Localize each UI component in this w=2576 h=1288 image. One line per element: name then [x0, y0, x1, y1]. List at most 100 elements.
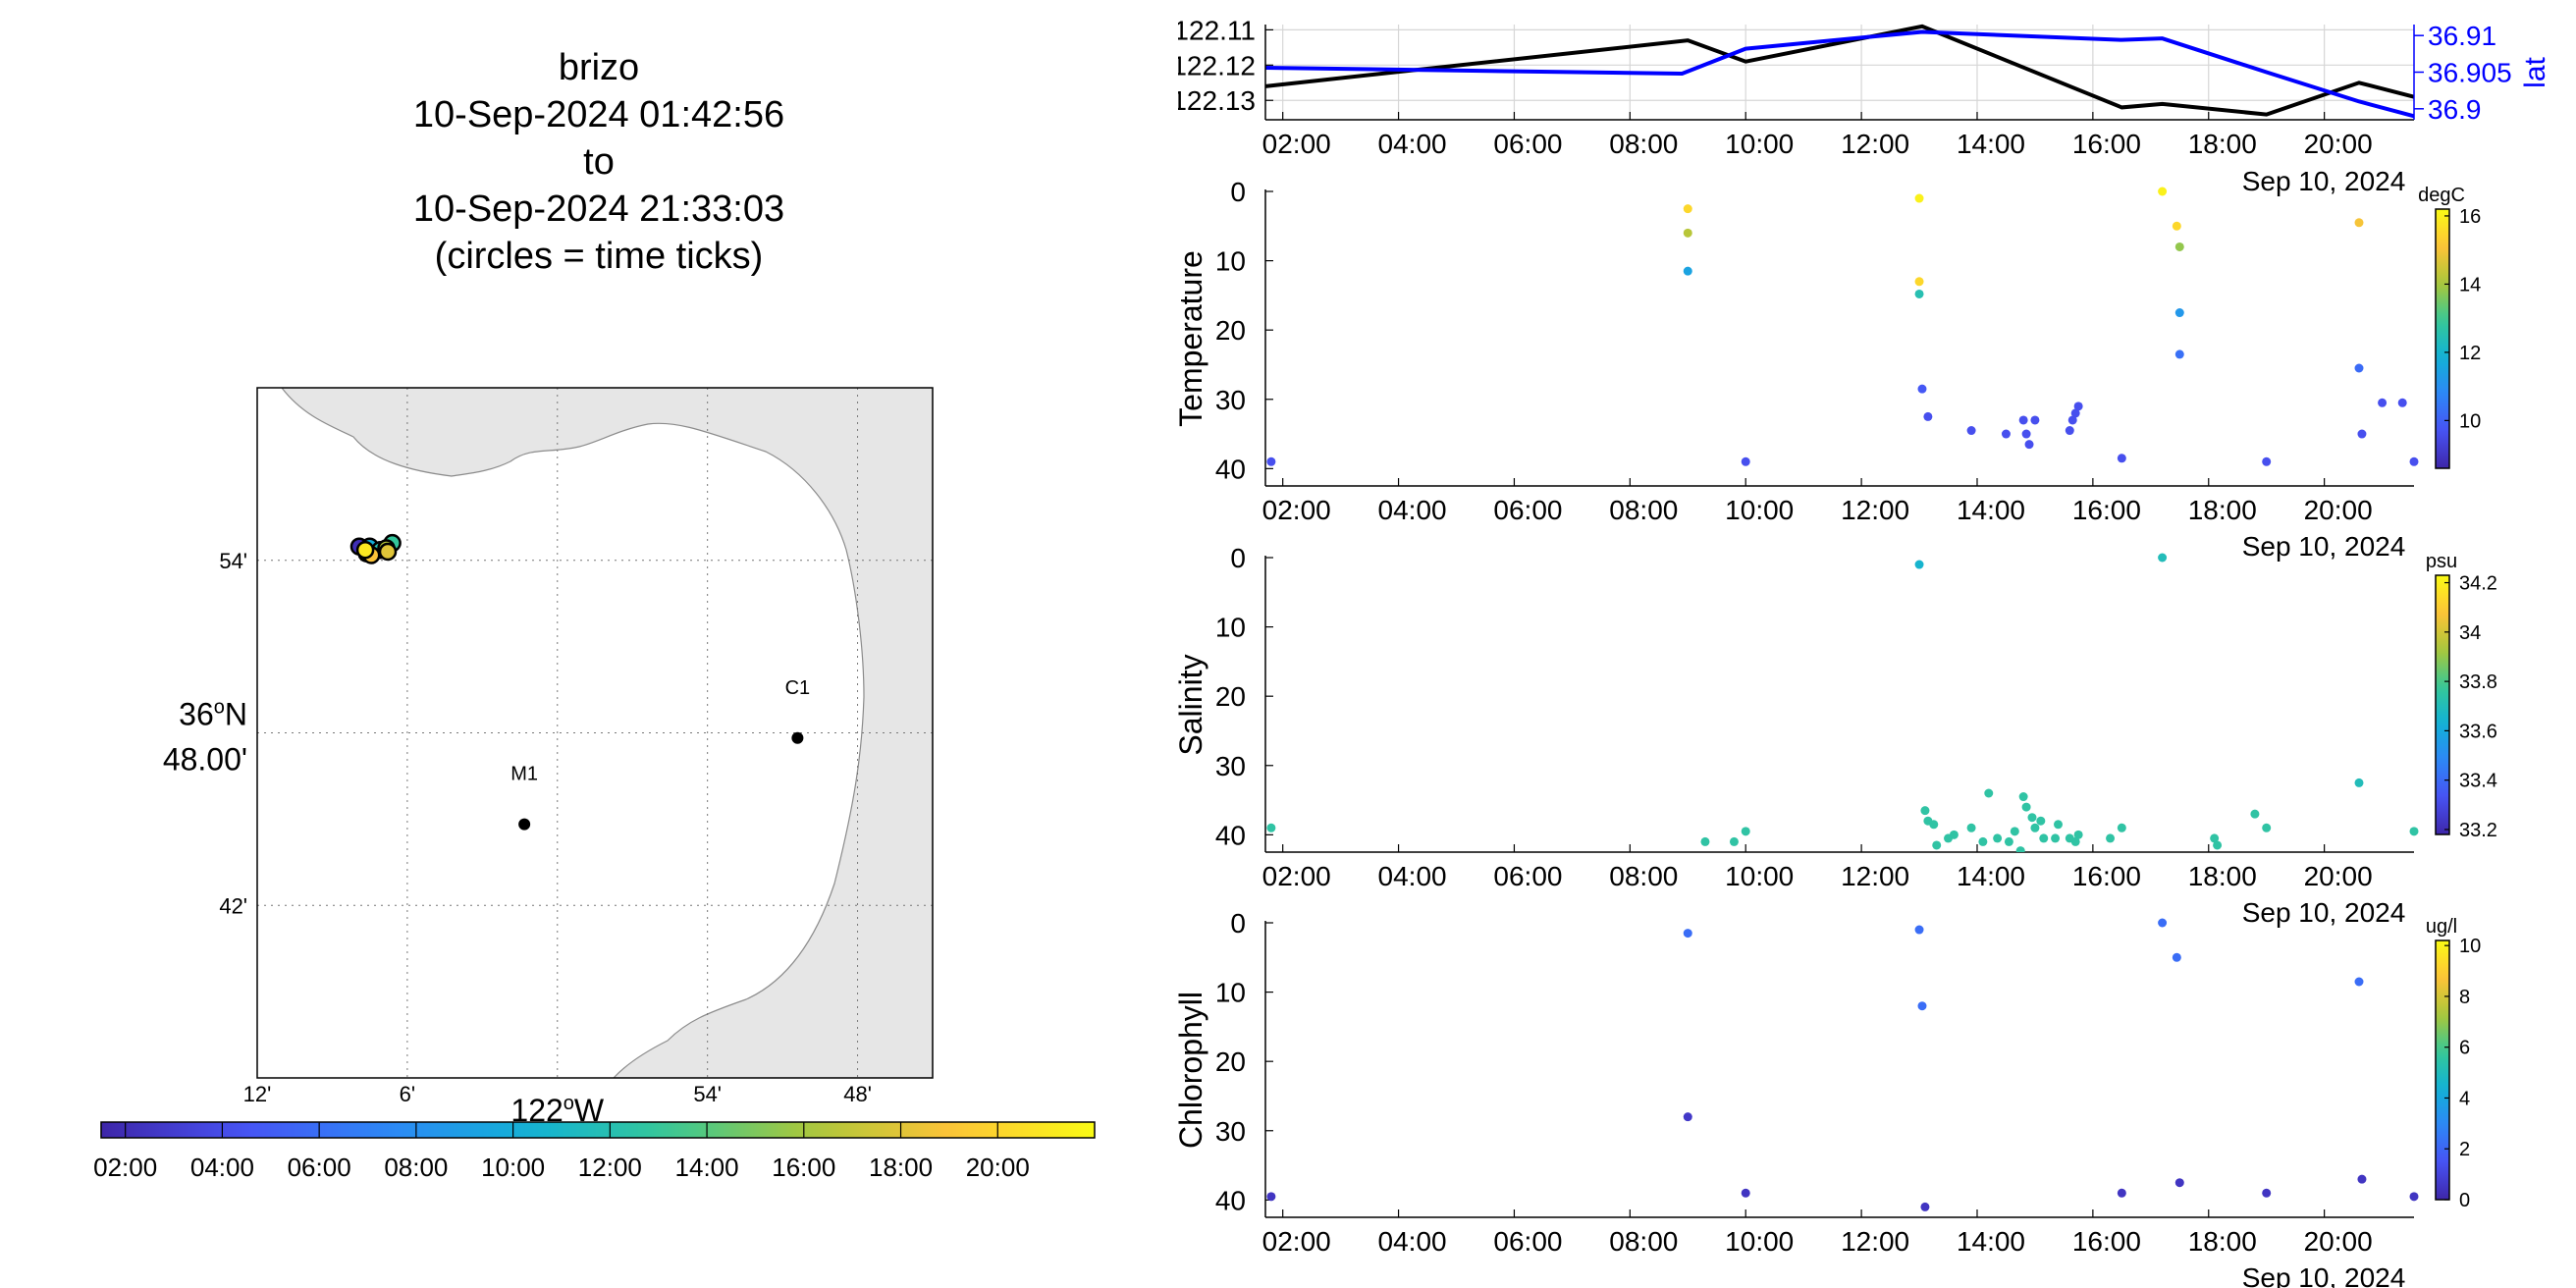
x-tick-label: 14:00 — [1957, 495, 2025, 525]
temperature-colorbar-tick-label: 14 — [2459, 274, 2481, 295]
temperature-point — [1266, 456, 1276, 466]
x-tick-label: 18:00 — [2188, 1226, 2257, 1257]
salinity-point — [2027, 813, 2037, 823]
salinity-point — [1700, 836, 1710, 846]
date-label-group: Sep 10, 2024 — [2242, 166, 2406, 196]
title-note: (circles = time ticks) — [434, 236, 764, 277]
salinity-point — [2018, 792, 2028, 802]
salinity-point — [1920, 806, 1930, 816]
temperature-point — [2065, 426, 2074, 436]
temperature-y-tick-label: 30 — [1215, 385, 1246, 415]
temperature-point — [2073, 402, 2083, 411]
x-tick-label: 10:00 — [1725, 1226, 1794, 1257]
temperature-point — [2067, 415, 2077, 425]
map-x-tick-label: 6' — [400, 1082, 415, 1106]
salinity-point — [2262, 823, 2272, 832]
x-tick-label: 02:00 — [1262, 495, 1331, 525]
x-tick-label: 02:00 — [1262, 861, 1331, 891]
chlorophyll-point — [2357, 1174, 2367, 1184]
x-tick-label: 10:00 — [1725, 495, 1794, 525]
date-label-group: Sep 10, 2024 — [2242, 531, 2406, 562]
date-label-group: Sep 10, 2024 — [2242, 1262, 2406, 1288]
salinity-point — [2051, 833, 2061, 843]
temperature-point — [2172, 221, 2181, 231]
salinity-point — [2054, 820, 2064, 830]
chlorophyll-points — [1266, 918, 2419, 1211]
temperature-point — [2001, 429, 2011, 439]
temperature-colorbar-tick-label: 10 — [2459, 410, 2481, 432]
salinity-point — [1741, 827, 1750, 836]
time-colorbar-tick-label: 08:00 — [384, 1153, 448, 1182]
chlorophyll-point — [2409, 1192, 2419, 1202]
chlorophyll-colorbar-tick-label: 0 — [2459, 1190, 2470, 1211]
salinity-colorbar-tick-label: 33.6 — [2459, 721, 2497, 742]
map-y-tick-label: 48.00' — [163, 742, 247, 778]
x-tick-label: 04:00 — [1378, 861, 1447, 891]
salinity-point — [2106, 833, 2116, 843]
time-colorbar-tick-label: 10:00 — [481, 1153, 545, 1182]
x-tick-label: 10:00 — [1725, 129, 1794, 159]
salinity-point — [1914, 560, 1924, 569]
chlorophyll-point — [1914, 925, 1924, 935]
lat-tick-label: 36.9 — [2428, 94, 2482, 125]
map-y-tick-label: 36oN — [179, 697, 247, 732]
salinity-y-tick-label: 0 — [1230, 543, 1246, 573]
salinity-point — [2073, 830, 2083, 839]
x-tick-label: 08:00 — [1609, 495, 1678, 525]
temperature-point — [2018, 415, 2028, 425]
x-tick-label: 06:00 — [1493, 861, 1562, 891]
salinity-point — [2250, 809, 2260, 819]
x-tick-label: 12:00 — [1841, 861, 1909, 891]
temperature-point — [2378, 398, 2388, 407]
chlorophyll-point — [2262, 1188, 2272, 1198]
map-frame — [256, 387, 934, 1079]
station-marker — [791, 731, 804, 744]
chlorophyll-y-tick-label: 20 — [1215, 1046, 1246, 1077]
map-x-tick-label: 12' — [243, 1082, 272, 1106]
salinity-point — [1984, 788, 1994, 798]
x-tick-label: 10:00 — [1725, 861, 1794, 891]
time-colorbar-tick-label: 16:00 — [772, 1153, 835, 1182]
chlorophyll-point — [2117, 1188, 2126, 1198]
map-y-tick-label: 54' — [219, 549, 247, 573]
x-tick-label: 16:00 — [2072, 129, 2141, 159]
x-tick-label: 08:00 — [1609, 1226, 1678, 1257]
temperature-points — [1266, 187, 2419, 466]
salinity-point — [1266, 823, 1276, 832]
date-label: Sep 10, 2024 — [2242, 897, 2406, 928]
chlorophyll-axis-label: Chlorophyll — [1178, 992, 1208, 1149]
x-tick-label: 04:00 — [1378, 495, 1447, 525]
x-tick-label: 20:00 — [2304, 861, 2373, 891]
chlorophyll-colorbar-tick-label: 8 — [2459, 987, 2470, 1008]
x-tick-label: 12:00 — [1841, 1226, 1909, 1257]
salinity-point — [1978, 836, 1988, 846]
temperature-point — [2174, 242, 2184, 251]
chlorophyll-point — [1917, 1001, 1927, 1011]
temperature-point — [2158, 187, 2168, 196]
salinity-point — [1993, 833, 2003, 843]
x-tick-label: 14:00 — [1957, 1226, 2025, 1257]
temperature-point — [1914, 289, 1924, 298]
chlorophyll-point — [1266, 1192, 1276, 1202]
chlorophyll-colorbar-tick-label: 6 — [2459, 1038, 2470, 1059]
track-point — [355, 540, 375, 560]
lat-series-line — [1265, 29, 2414, 119]
salinity-colorbar — [2435, 574, 2450, 835]
salinity-point — [2070, 836, 2080, 846]
temperature-point — [2024, 440, 2034, 450]
chlorophyll-point — [2174, 1178, 2184, 1188]
time-colorbar-tick-label: 02:00 — [93, 1153, 157, 1182]
temperature-point — [2117, 454, 2126, 463]
salinity-colorbar-tick-label: 34 — [2459, 622, 2481, 644]
temperature-point — [1683, 204, 1692, 214]
x-tick-label: 18:00 — [2188, 861, 2257, 891]
x-tick-label: 12:00 — [1841, 495, 1909, 525]
temperature-point — [1741, 456, 1750, 466]
lon-tick-label: -122.12 — [1178, 50, 1256, 80]
x-tick-label: 04:00 — [1378, 129, 1447, 159]
salinity-point — [1949, 830, 1959, 839]
x-tick-label: 20:00 — [2304, 1226, 2373, 1257]
temperature-y-tick-label: 20 — [1215, 315, 1246, 346]
salinity-colorbar-tick-label: 34.2 — [2459, 573, 2497, 595]
salinity-point — [1929, 820, 1939, 830]
